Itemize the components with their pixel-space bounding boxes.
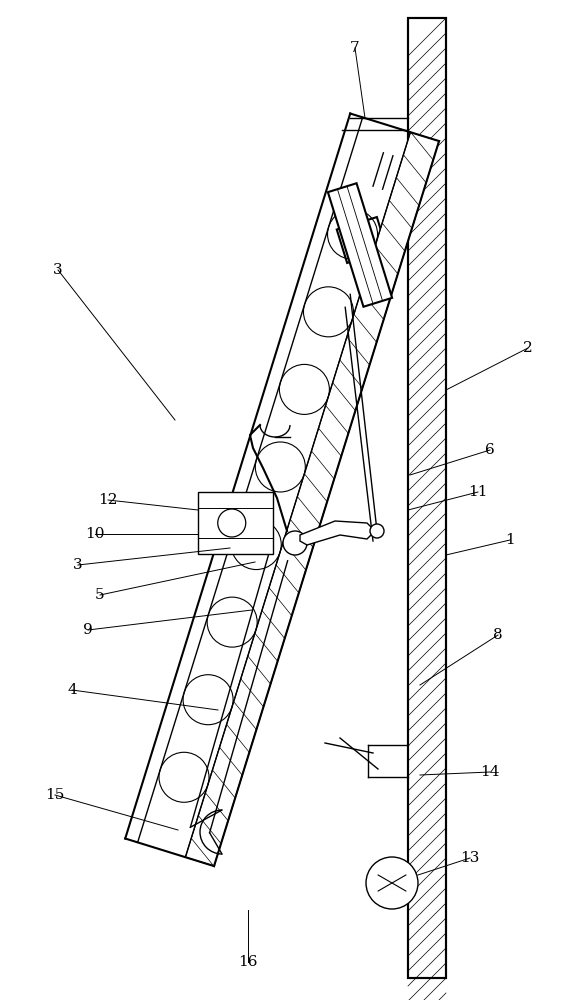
Bar xyxy=(408,18,446,978)
Text: 13: 13 xyxy=(460,851,480,865)
Polygon shape xyxy=(300,521,375,545)
Polygon shape xyxy=(337,217,387,263)
Text: 15: 15 xyxy=(45,788,65,802)
Text: 1: 1 xyxy=(505,533,515,547)
Text: 4: 4 xyxy=(67,683,77,697)
Text: 6: 6 xyxy=(485,443,495,457)
Text: 11: 11 xyxy=(468,485,488,499)
Circle shape xyxy=(283,531,307,555)
Text: 5: 5 xyxy=(95,588,105,602)
Circle shape xyxy=(366,857,418,909)
Text: 12: 12 xyxy=(98,493,118,507)
Text: 10: 10 xyxy=(85,527,105,541)
Polygon shape xyxy=(186,132,439,866)
Text: 7: 7 xyxy=(350,41,360,55)
Polygon shape xyxy=(328,183,392,307)
Bar xyxy=(198,492,273,554)
Text: 14: 14 xyxy=(481,765,500,779)
Bar xyxy=(408,18,446,978)
Text: 16: 16 xyxy=(238,955,258,969)
Text: 3: 3 xyxy=(73,558,83,572)
Circle shape xyxy=(370,524,384,538)
Text: 2: 2 xyxy=(523,341,533,355)
Text: 8: 8 xyxy=(493,628,503,642)
Text: 3: 3 xyxy=(53,263,63,277)
Text: 9: 9 xyxy=(83,623,93,637)
